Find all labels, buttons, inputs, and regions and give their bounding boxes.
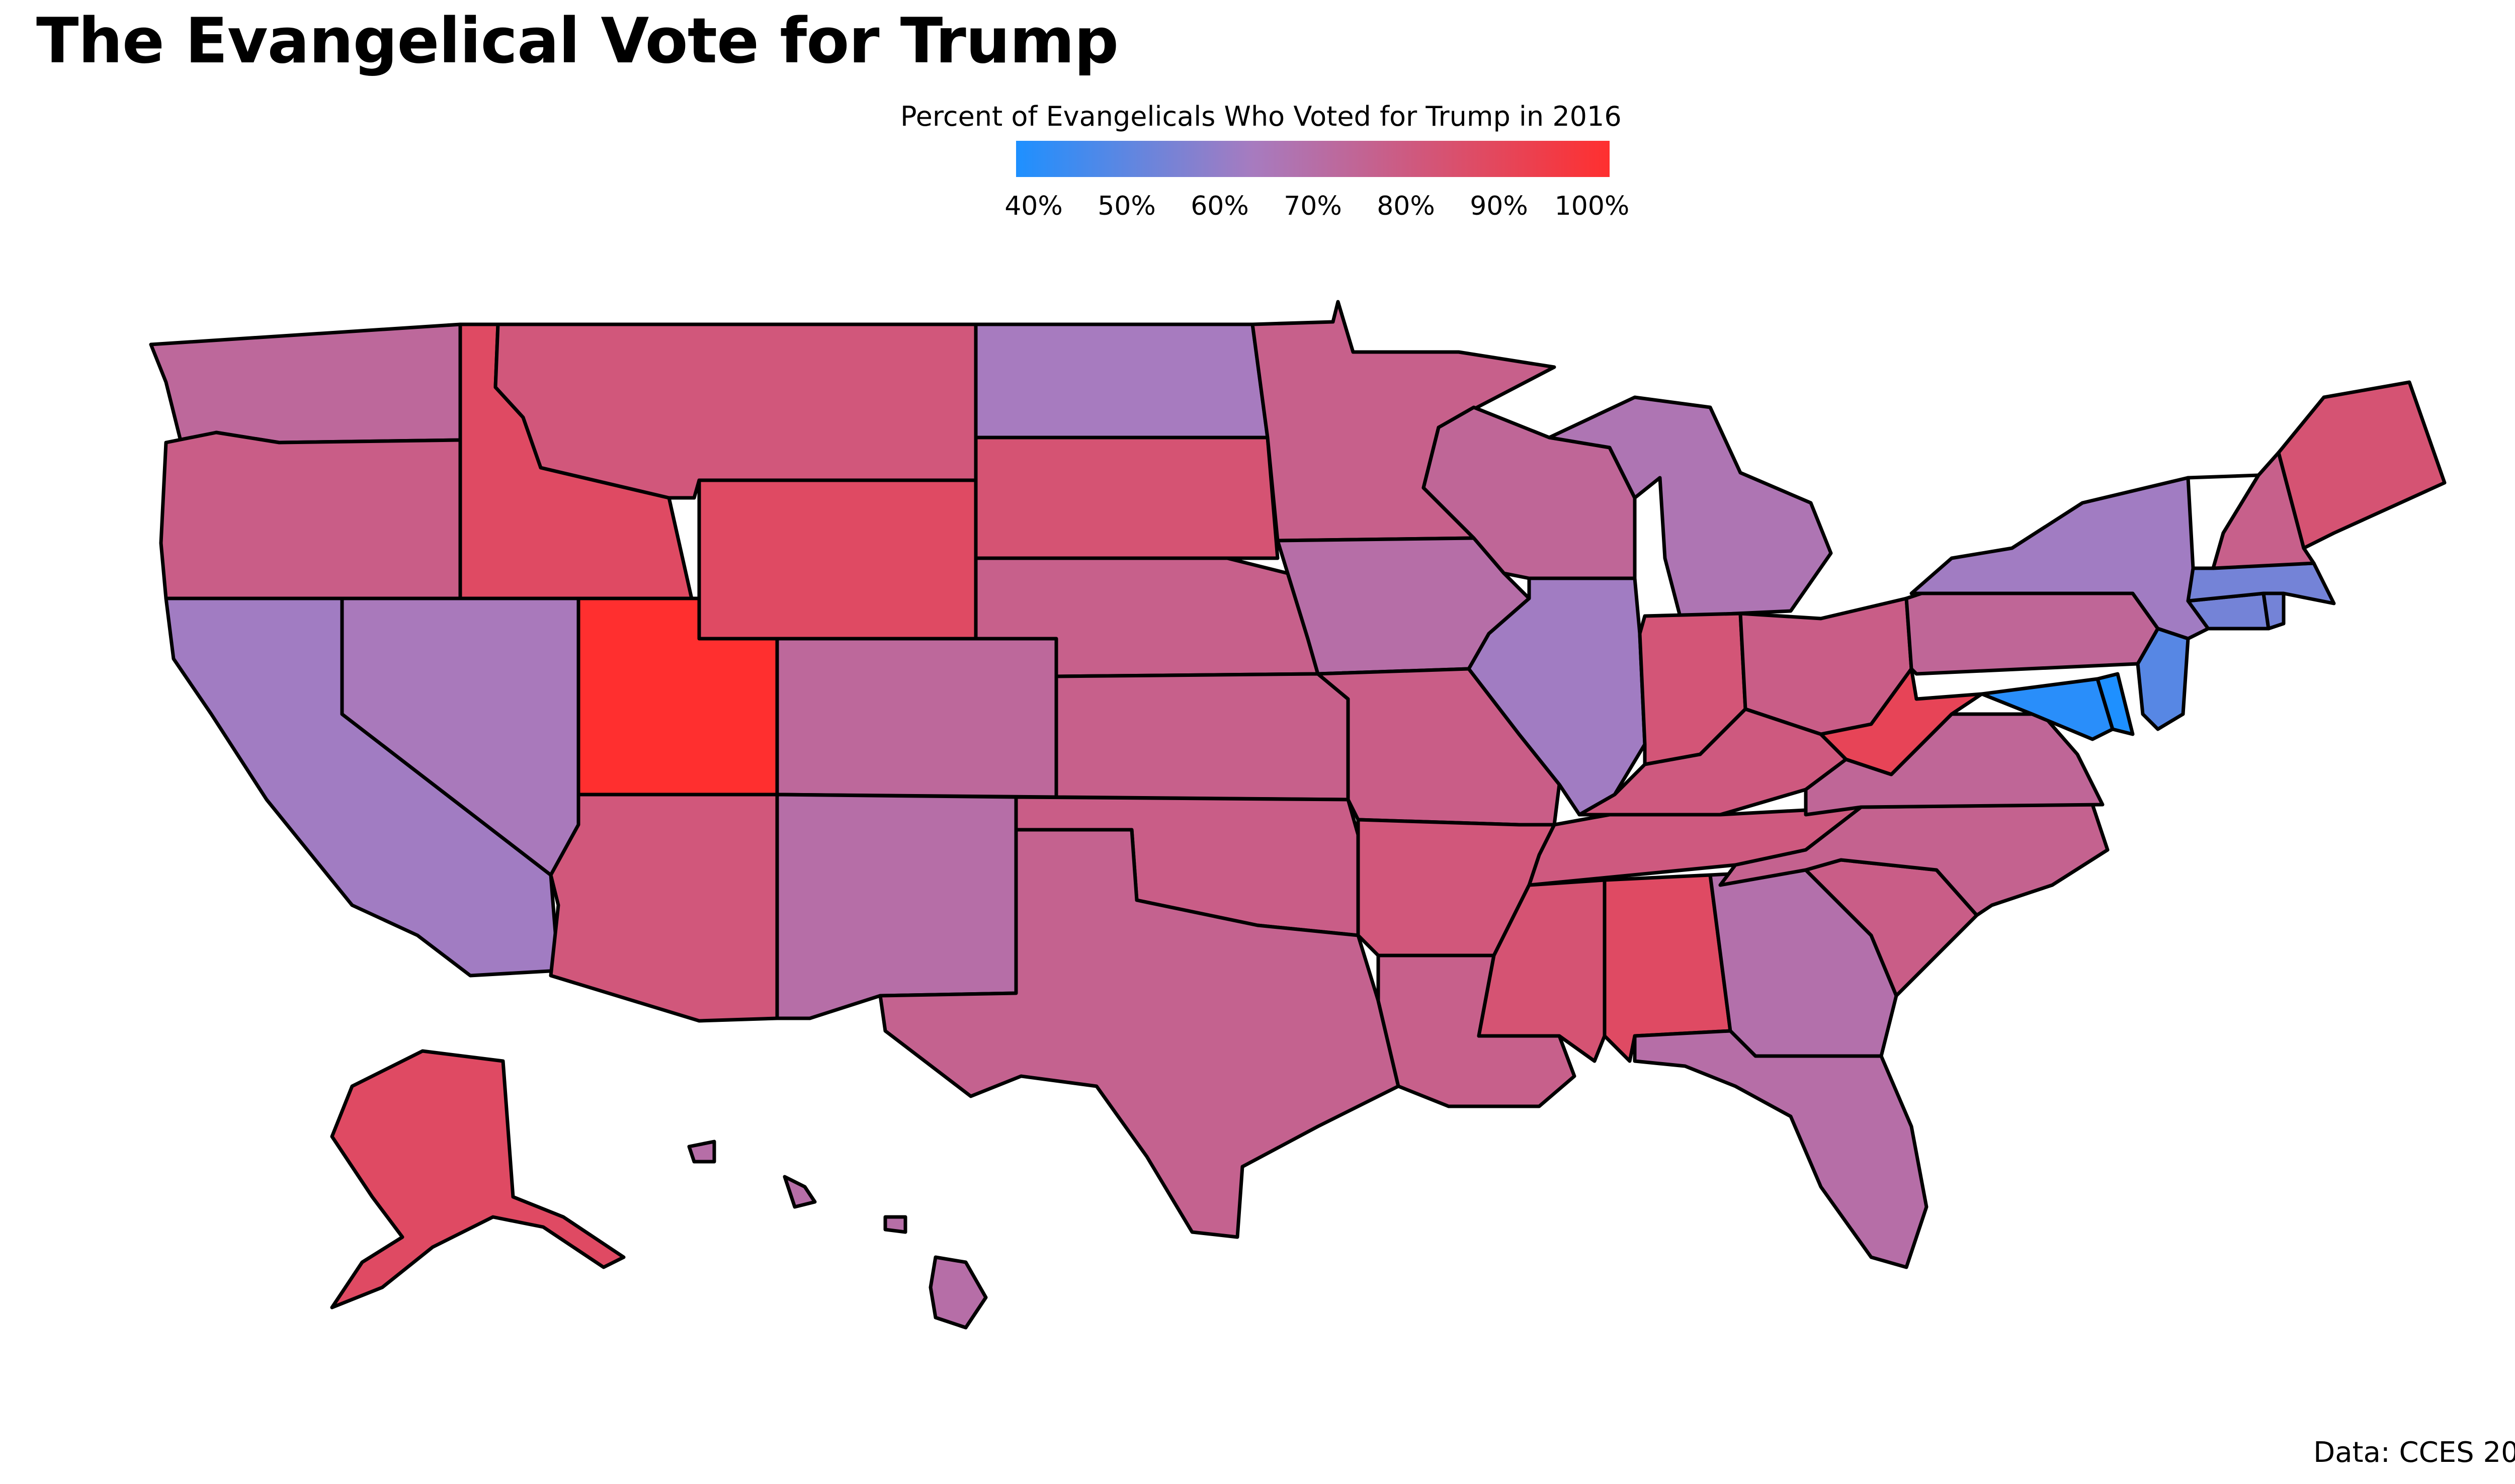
us-map — [149, 300, 2447, 1330]
state-florida — [1633, 1029, 1929, 1269]
state-mississippi — [1477, 878, 1607, 1063]
legend-tick-90: 90% — [1470, 191, 1528, 221]
state-washington — [149, 322, 462, 445]
state-new-jersey — [2136, 627, 2190, 731]
state-maine — [2277, 380, 2447, 550]
state-arizona — [549, 793, 779, 1023]
state-texas — [878, 828, 1400, 1239]
state-minnesota — [1250, 300, 1556, 543]
state-kansas — [1054, 672, 1350, 802]
legend-tick-50: 50% — [1098, 191, 1156, 221]
data-source: Data: CCES 2016 — [2313, 1436, 2515, 1469]
legend-title: Percent of Evangelicals Who Voted for Tr… — [900, 101, 1622, 132]
legend-tick-70: 70% — [1284, 191, 1342, 221]
state-wyoming — [697, 478, 978, 641]
state-montana — [493, 322, 978, 500]
state-oregon — [159, 430, 462, 600]
state-alaska — [330, 1049, 626, 1310]
state-north-dakota — [974, 322, 1270, 440]
state-delaware — [2095, 672, 2135, 736]
legend-tick-60: 60% — [1191, 191, 1249, 221]
chart-title: The Evangelical Vote for Trump — [36, 5, 1119, 77]
state-illinois — [1467, 576, 1647, 817]
state-south-dakota — [974, 435, 1280, 560]
state-hawaii — [687, 1140, 988, 1330]
state-maryland — [1980, 677, 2115, 741]
state-colorado — [775, 637, 1058, 799]
legend-tick-labels: 40% 50% 60% 70% 80% 90% 100% — [900, 191, 1715, 231]
state-new-mexico — [775, 793, 1018, 1020]
state-rhode-island — [2261, 591, 2286, 631]
legend-tick-100: 100% — [1554, 191, 1630, 221]
legend-color-bar — [1016, 141, 1610, 177]
state-pennsylvania — [1904, 591, 2160, 676]
legend-tick-40: 40% — [1004, 191, 1063, 221]
state-michigan — [1547, 395, 1833, 618]
legend-tick-80: 80% — [1377, 191, 1435, 221]
